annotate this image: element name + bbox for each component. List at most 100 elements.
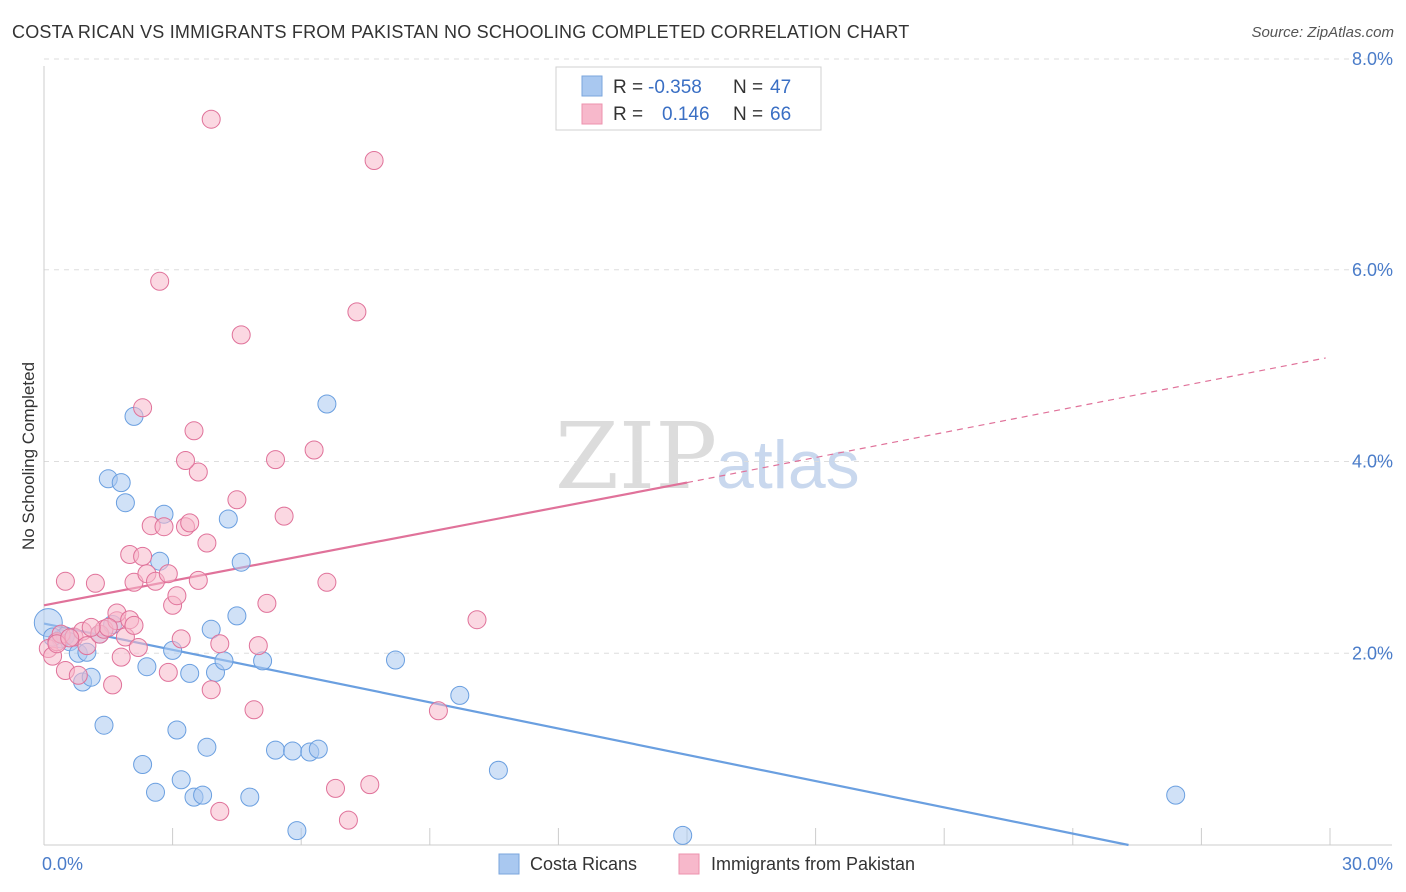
- legend-n-label-2: N =: [733, 104, 763, 125]
- costa-rican-point: [283, 741, 303, 761]
- pakistan-point: [210, 634, 230, 654]
- y-tick-label-2: 2.0%: [1352, 643, 1393, 663]
- pakistan-point: [317, 572, 337, 592]
- legend-r-label-2: R =: [613, 104, 643, 125]
- y-tick-label-6: 6.0%: [1352, 260, 1393, 280]
- pakistan-point: [188, 462, 208, 482]
- legend-r-value-1: -0.358: [648, 77, 702, 98]
- costa-rican-point: [1166, 785, 1186, 805]
- costa-rican-point: [171, 770, 191, 790]
- y-tick-label-8: 8.0%: [1352, 49, 1393, 69]
- pakistan-point: [133, 546, 153, 566]
- pakistan-point: [338, 810, 358, 830]
- chart-title: COSTA RICAN VS IMMIGRANTS FROM PAKISTAN …: [12, 22, 910, 42]
- bottom-legend-swatch-blue: [498, 853, 520, 875]
- costa-rican-point: [231, 552, 251, 572]
- legend-n-label-1: N =: [733, 77, 763, 98]
- pakistan-point: [154, 517, 174, 537]
- pakistan-point: [428, 701, 448, 721]
- costa-rican-point: [240, 787, 260, 807]
- bottom-legend-swatch-pink: [678, 853, 700, 875]
- legend-n-value-1: 47: [770, 77, 791, 98]
- costa-rican-point: [266, 740, 285, 760]
- watermark-atlas: atlas: [716, 427, 860, 503]
- pakistan-point: [111, 647, 131, 667]
- bottom-legend-label-costa-ricans: Costa Ricans: [530, 854, 637, 874]
- pakistan-point: [171, 629, 191, 649]
- costa-rican-point: [167, 720, 187, 740]
- pakistan-point: [244, 700, 264, 720]
- x-tick-labels: 0.0% 30.0%: [42, 854, 1393, 874]
- pakistan-point: [467, 610, 487, 630]
- costa-rican-point: [488, 760, 508, 780]
- y-axis-label: No Schooling Completed: [19, 362, 38, 550]
- pakistan-point: [158, 662, 178, 682]
- costa-rican-point: [227, 606, 247, 626]
- pakistan-point: [248, 636, 268, 656]
- pakistan-point: [201, 109, 221, 129]
- bottom-legend-label-pakistan: Immigrants from Pakistan: [711, 854, 915, 874]
- costa-rican-point: [673, 825, 693, 845]
- pakistan-point: [274, 506, 294, 526]
- correlation-legend: R = -0.358 N = 47 R = 0.146 N = 66: [555, 66, 822, 131]
- pakistan-point: [167, 586, 187, 606]
- costa-rican-point: [450, 685, 470, 705]
- costa-rican-point: [287, 821, 307, 841]
- costa-rican-point: [115, 493, 135, 513]
- pakistan-point: [360, 775, 380, 795]
- pakistan-point: [266, 450, 285, 470]
- pakistan-point: [150, 271, 170, 291]
- legend-swatch-blue: [581, 75, 603, 97]
- x-tick-label-max: 30.0%: [1342, 854, 1393, 874]
- data-points: [33, 109, 1186, 845]
- pakistan-point: [124, 615, 144, 635]
- source-label: Source: ZipAtlas.com: [1251, 24, 1394, 41]
- series-legend: Costa Ricans Immigrants from Pakistan: [498, 853, 915, 875]
- pakistan-point: [81, 617, 101, 637]
- costa-rican-point: [146, 782, 165, 802]
- pakistan-point: [210, 801, 230, 821]
- pakistan-point: [180, 513, 200, 533]
- costa-rican-point: [214, 651, 234, 671]
- pakistan-point: [304, 440, 324, 460]
- costa-rican-point: [180, 663, 200, 683]
- pakistan-trend-extension: [686, 357, 1326, 484]
- costa-rican-point: [111, 473, 131, 493]
- pakistan-point: [184, 421, 204, 441]
- pakistan-point: [103, 675, 123, 695]
- costa-rican-point: [193, 785, 213, 805]
- pakistan-point: [176, 451, 195, 470]
- pakistan-point: [85, 573, 105, 593]
- pakistan-point: [55, 571, 75, 591]
- costa-rican-point: [201, 619, 221, 639]
- pakistan-point: [231, 325, 251, 345]
- pakistan-point: [188, 570, 208, 590]
- watermark-zip: ZIP: [555, 403, 717, 510]
- legend-r-label-1: R =: [613, 77, 643, 98]
- pakistan-point: [60, 628, 80, 648]
- costa-rican-point: [308, 739, 328, 759]
- pakistan-point: [257, 593, 277, 613]
- pakistan-point: [98, 617, 118, 637]
- costa-rican-point: [386, 650, 405, 670]
- legend-r-value-2: 0.146: [662, 104, 710, 125]
- pakistan-point: [197, 533, 217, 553]
- legend-n-value-2: 66: [770, 104, 791, 125]
- costa-rican-point: [197, 737, 217, 757]
- costa-rican-point: [133, 755, 153, 774]
- pakistan-point: [326, 778, 345, 798]
- costa-rican-point: [218, 509, 238, 529]
- costa-rican-point: [137, 657, 157, 677]
- pakistan-point: [133, 398, 153, 418]
- costa-rican-trend-line: [43, 622, 1129, 847]
- pakistan-point: [158, 564, 178, 584]
- legend-swatch-pink: [581, 103, 603, 125]
- pakistan-point: [201, 680, 221, 700]
- y-tick-labels: 2.0% 4.0% 6.0% 8.0%: [1352, 49, 1393, 663]
- costa-rican-point: [317, 394, 337, 414]
- x-tick-label-min: 0.0%: [42, 854, 83, 874]
- pakistan-point: [347, 302, 367, 322]
- pakistan-point: [68, 665, 88, 685]
- pakistan-point: [227, 490, 247, 510]
